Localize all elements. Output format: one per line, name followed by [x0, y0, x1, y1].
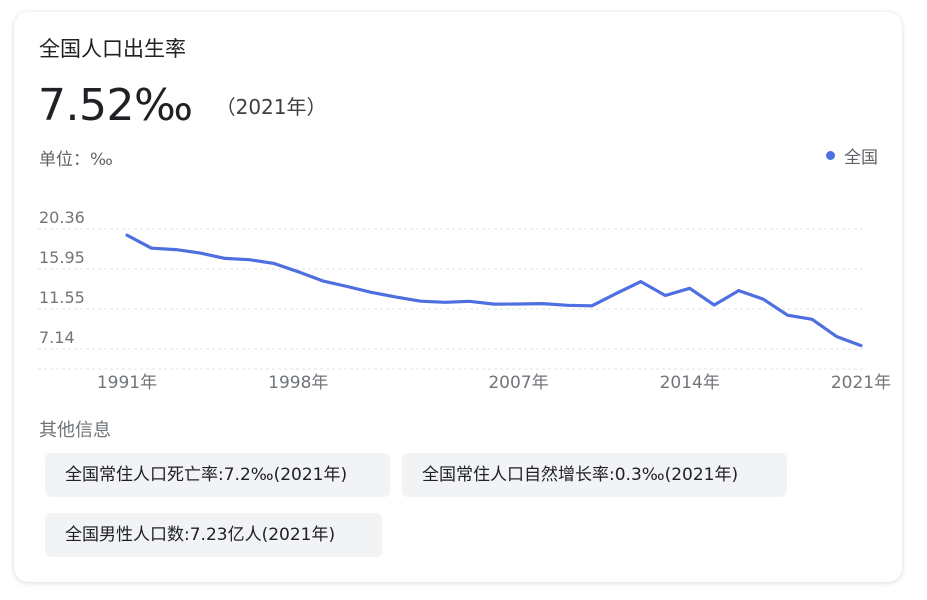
data-point	[174, 248, 178, 252]
population-birthrate-card: 全国人口出生率 7.52‰ （2021年） 单位：‰ 全国 20.36 15.95…	[14, 12, 902, 582]
x-tick-label: 1991年	[97, 373, 157, 393]
data-point	[590, 304, 594, 308]
data-point	[810, 317, 814, 321]
legend-label: 全国	[844, 148, 878, 168]
x-tick-label: 2007年	[488, 373, 548, 393]
data-point	[125, 233, 129, 237]
death-rate-chip[interactable]: 全国常住人口死亡率:7.2‰(2021年)	[45, 453, 390, 497]
y-tick-label: 20.36	[39, 208, 85, 227]
unit-label: 单位：‰	[39, 150, 113, 170]
data-point	[614, 291, 618, 295]
data-point	[443, 300, 447, 304]
headline-value-row: 7.52‰ （2021年）	[38, 80, 327, 131]
data-point	[565, 303, 569, 307]
data-point	[639, 280, 643, 284]
data-point	[712, 303, 716, 307]
data-point	[786, 313, 790, 317]
natural-growth-rate-chip[interactable]: 全国常住人口自然增长率:0.3‰(2021年)	[402, 453, 787, 497]
data-point	[419, 299, 423, 303]
data-point	[761, 297, 765, 301]
x-tick-label: 2021年	[831, 373, 891, 393]
y-tick-label: 11.55	[39, 288, 85, 307]
y-tick-label: 7.14	[39, 328, 75, 347]
data-point	[394, 295, 398, 299]
data-point	[370, 290, 374, 294]
birthrate-line-chart[interactable]: 20.36 15.95 11.55 7.14 1991年 1998年 2007年 2014年 2…	[14, 12, 902, 412]
x-tick-label: 1998年	[268, 373, 328, 393]
data-point	[223, 256, 227, 260]
data-point	[517, 302, 521, 306]
male-population-chip[interactable]: 全国男性人口数:7.23亿人(2021年)	[45, 513, 382, 557]
chart-legend[interactable]: 全国	[826, 143, 878, 168]
x-tick-label: 2014年	[660, 373, 720, 393]
data-point	[859, 344, 863, 348]
other-info-title: 其他信息	[39, 420, 111, 441]
data-point	[247, 258, 251, 262]
data-point	[492, 302, 496, 306]
data-point	[835, 335, 839, 339]
data-point	[345, 285, 349, 289]
legend-dot-icon	[826, 151, 835, 160]
data-point	[737, 289, 741, 293]
data-point	[150, 246, 154, 250]
data-point	[272, 261, 276, 265]
series-line-quanguo	[125, 233, 863, 348]
card-title: 全国人口出生率	[39, 37, 186, 61]
data-point	[296, 270, 300, 274]
data-point	[688, 286, 692, 290]
data-point	[663, 294, 667, 298]
data-point	[321, 279, 325, 283]
headline-year-note: （2021年）	[215, 95, 327, 119]
data-point	[541, 302, 545, 306]
data-point	[468, 299, 472, 303]
headline-value: 7.52‰	[38, 80, 193, 131]
data-point	[198, 251, 202, 255]
y-tick-label: 15.95	[39, 248, 85, 267]
